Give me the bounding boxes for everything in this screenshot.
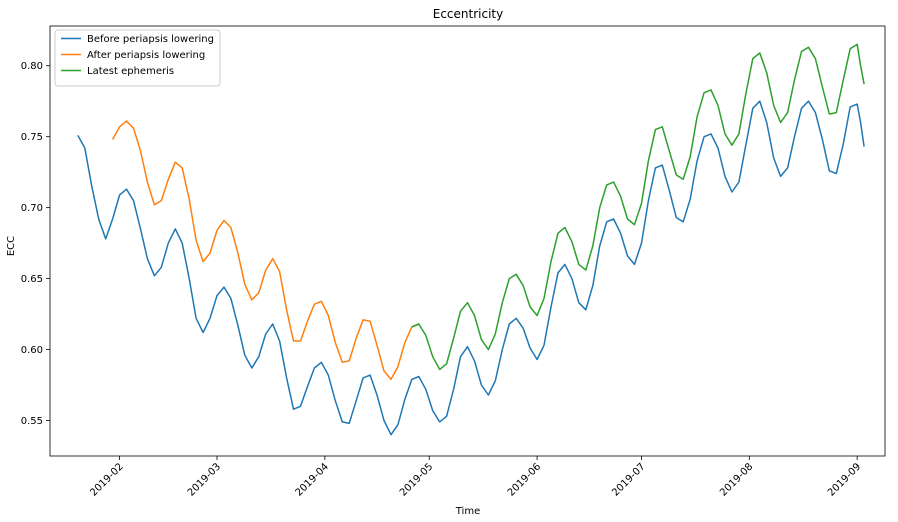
plot-frame [49,25,886,457]
x-tick-label: 2019-09 [826,461,863,498]
x-tick-label: 2019-06 [506,461,543,498]
series-line-0 [77,100,865,436]
x-tick-label: 2019-02 [88,461,125,498]
y-tick-label: 0.55 [21,416,43,427]
y-axis: 0.55 0.60 0.65 0.70 0.75 0.80 [21,61,50,427]
y-tick-label: 0.60 [21,345,43,356]
y-tick-label: 0.75 [21,132,43,143]
x-tick-label: 2019-07 [610,461,647,498]
y-axis-label: ECC [6,236,17,256]
series-layer [77,43,865,436]
legend-label-0: Before periapsis lowering [87,34,214,45]
x-tick-label: 2019-08 [718,461,755,498]
legend-label-2: Latest ephemeris [87,66,174,77]
legend-label-1: After periapsis lowering [87,50,205,61]
x-tick-label: 2019-03 [186,461,223,498]
y-tick-label: 0.70 [21,203,43,214]
x-tick-label: 2019-04 [294,461,331,498]
series-line-1 [111,120,420,381]
x-tick-label: 2019-05 [398,461,435,498]
x-axis: 2019-02 2019-03 2019-04 2019-05 2019-06 2019-… [88,456,863,499]
series-line-2 [411,43,865,371]
plot-area [49,25,886,457]
chart-title: Eccentricity [433,7,503,21]
legend: Before periapsis lowering After periapsis… [54,29,221,87]
x-axis-label: Time [455,506,480,517]
y-tick-label: 0.65 [21,274,43,285]
y-tick-label: 0.80 [21,61,43,72]
legend-box [54,29,221,87]
